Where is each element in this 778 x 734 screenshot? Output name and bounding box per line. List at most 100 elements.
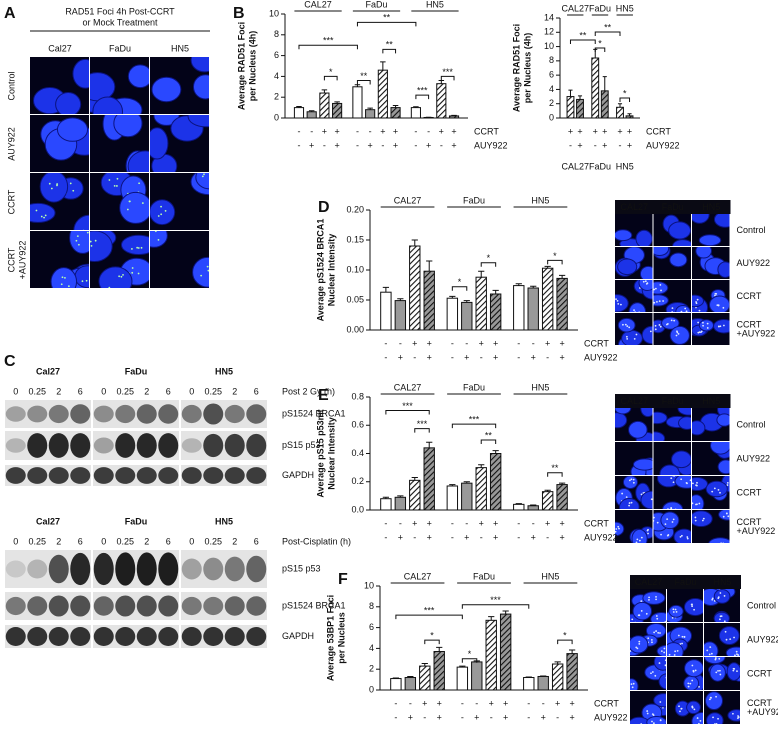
blot-band [48,467,69,484]
timepoint-label: 6 [78,536,83,546]
significance-label: * [487,253,491,263]
condition-sign: + [412,338,417,348]
micrograph [704,589,740,622]
focus [732,712,734,715]
significance-bracket [451,286,468,291]
y-tick-label: 0.05 [346,294,364,304]
focus [723,620,726,622]
focus [64,276,66,279]
significance-label: *** [417,85,428,95]
focus [672,608,675,611]
blot-band [93,467,114,484]
micrograph [653,510,691,543]
focus [663,647,666,650]
nucleus [660,511,680,530]
blot-band [70,552,91,586]
nucleus [718,626,740,646]
focus [710,696,712,699]
focus [706,322,709,325]
y-tick-label: 6 [549,70,554,80]
nucleus [650,612,666,622]
condition-sign: + [380,126,385,136]
row-label: CCRT [737,517,762,527]
focus [734,654,736,656]
nucleus [192,256,209,288]
micrograph [90,115,149,172]
error-bar [515,503,522,505]
bar [489,293,502,331]
bar [394,496,407,511]
nucleus [631,528,648,543]
y-tick-label: 0.00 [346,324,364,334]
condition-sign: - [461,712,464,722]
nucleus [718,510,730,521]
y-tick-label: 0.20 [346,204,364,214]
condition-sign: + [559,338,564,348]
panel-letter: D [318,199,330,216]
panel-letter: F [338,571,348,588]
condition-name: AUY922 [584,532,618,542]
group-label: FaDu [463,195,485,205]
focus [658,324,661,326]
focus [625,335,628,338]
blot-group: FaDu [125,516,148,526]
nucleus [69,231,89,254]
condition-sign: + [493,352,498,362]
condition-sign: + [322,126,327,136]
significance-label: ** [360,71,368,81]
nucleus [673,528,691,543]
condition-sign: - [394,712,397,722]
nucleus [639,265,653,279]
bar [409,479,421,511]
micrograph [667,691,703,724]
row-label: +AUY922 [737,328,776,338]
nucleus [113,115,143,138]
row-label: CCRT [737,319,762,329]
focus [736,653,738,656]
focus [653,631,656,634]
condition-sign: + [531,532,536,542]
y-tick-label: 4 [549,84,554,94]
error-bar [502,610,509,615]
condition-sign: + [555,698,560,708]
focus [692,669,695,672]
condition-sign: + [627,126,632,136]
focus [674,508,677,509]
condition-sign: - [527,698,530,708]
significance-label: * [329,67,333,77]
focus [698,502,701,505]
focus [718,657,721,660]
blot-band [181,596,202,616]
focus [694,516,697,519]
focus [615,298,617,301]
focus [640,610,643,612]
focus [722,306,725,309]
bar [394,300,407,331]
blot-band [27,467,48,484]
focus [678,705,680,708]
bar [576,98,584,119]
condition-name: AUY922 [594,712,628,722]
significance-label: * [468,649,472,659]
significance-bracket [323,75,338,81]
timepoint-label: 0 [189,536,194,546]
error-bar [392,105,399,108]
nucleus [692,510,713,528]
micrograph [90,173,149,230]
focus [714,544,716,546]
focus [717,596,720,599]
micrograph [615,247,653,279]
focus [691,603,693,606]
blot-band [93,437,114,454]
y-tick-label: 0.6 [351,420,364,430]
focus [617,525,620,528]
significance-bracket [451,423,497,429]
blot-band [70,595,91,617]
condition-sign: - [480,532,483,542]
error-bar [308,110,315,112]
significance-bracket [382,48,397,54]
significance-label: * [458,277,462,287]
focus [651,720,653,723]
focus [636,647,639,650]
condition-sign: - [556,712,559,722]
